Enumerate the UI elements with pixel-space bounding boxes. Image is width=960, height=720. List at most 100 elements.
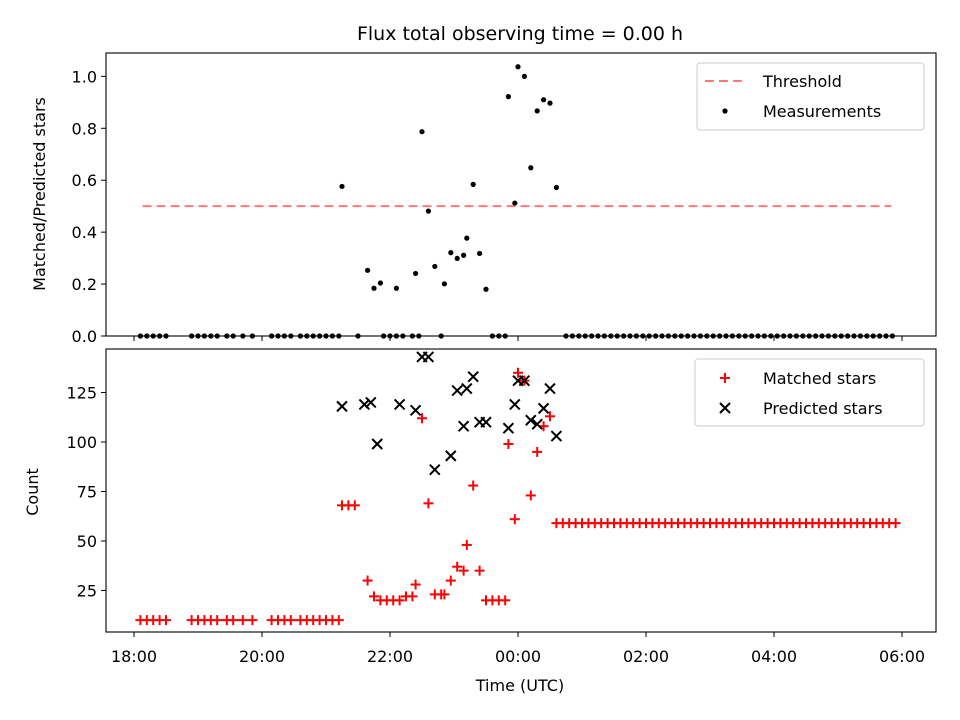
x-tick-label: 22:00 (367, 647, 413, 666)
measurement-point (697, 333, 704, 339)
matched-star-point (445, 575, 456, 586)
measurement-point (249, 333, 255, 339)
legend-measurements-label: Measurements (763, 102, 881, 121)
measurement-point (710, 333, 716, 339)
panel-count: 25 50 75 100 125 18:00 20:00 22:00 00:00 02:00 04… (23, 348, 937, 695)
panel-count-legend-box (694, 358, 925, 427)
measurement-point (336, 333, 342, 339)
matched-star-point (461, 539, 472, 550)
measurement-point (323, 333, 329, 339)
legend-predicted-label: Predicted stars (763, 399, 883, 418)
measurement-point (144, 333, 150, 339)
panel-count-x-axis: 18:00 20:00 22:00 00:00 02:00 04:00 06:00 (111, 632, 925, 666)
measurement-point (646, 333, 652, 339)
measurement-point (377, 280, 383, 286)
measurement-point (717, 333, 723, 339)
measurement-point (838, 333, 844, 339)
x-tick-label: 18:00 (111, 647, 157, 666)
predicted-star-point (429, 464, 441, 476)
measurement-point (137, 333, 143, 339)
legend-x-marker (719, 402, 731, 414)
predicted-star-point (537, 402, 550, 415)
measurement-point (755, 333, 761, 339)
x-axis-label: Time (UTC) (475, 676, 564, 695)
measurement-point (240, 333, 246, 339)
measurement-point (614, 333, 620, 339)
measurement-point (409, 333, 415, 339)
measurement-point (534, 108, 540, 114)
panel-ratio-legend-box (696, 62, 925, 131)
measurement-point (761, 333, 768, 339)
measurement-point (851, 333, 857, 339)
x-tick-label: 20:00 (239, 647, 285, 666)
matched-stars-series (135, 367, 901, 626)
measurement-point (464, 235, 470, 241)
measurement-point (448, 250, 454, 256)
measurement-point (685, 333, 691, 339)
y-tick-label: 0.2 (72, 275, 97, 294)
panel-count-y-axis: 25 50 75 100 125 (66, 384, 106, 600)
predicted-star-point (393, 398, 406, 411)
measurement-point (288, 333, 294, 339)
measurement-point (275, 333, 281, 339)
measurement-point (563, 333, 569, 339)
y-tick-label: 125 (66, 384, 97, 403)
predicted-star-point (365, 396, 377, 409)
predicted-star-point (480, 416, 492, 428)
panel-count-legend: Matched stars Predicted stars (694, 358, 925, 427)
matched-star-point (394, 595, 405, 606)
measurement-point (691, 333, 697, 339)
measurement-point (371, 285, 377, 291)
measurement-point (889, 333, 896, 339)
measurement-point (230, 333, 236, 339)
panel-ratio-y-axis: 0.0 0.2 0.4 0.6 0.8 1.0 (72, 67, 106, 346)
y-tick-label: 0.0 (72, 327, 97, 346)
measurement-point (483, 286, 489, 292)
measurement-point (653, 333, 659, 339)
measurement-point (432, 263, 438, 270)
measurement-point (505, 94, 511, 100)
measurement-point (393, 285, 399, 291)
measurement-point (521, 73, 528, 79)
measurement-point (387, 333, 393, 339)
measurement-point (461, 252, 467, 258)
x-tick-label: 00:00 (495, 647, 541, 666)
predicted-star-point (509, 398, 521, 411)
predicted-star-point (544, 382, 556, 395)
measurement-point (768, 333, 774, 339)
panel-ratio-x-ticks (133, 336, 903, 341)
measurement-point (672, 333, 678, 339)
predicted-star-point (409, 404, 422, 417)
predicted-star-point (422, 351, 435, 363)
panel-ratio-legend: Threshold Measurements (696, 62, 925, 131)
measurement-point (553, 184, 560, 191)
legend-plus-marker (720, 373, 730, 383)
matched-star-point (237, 615, 248, 626)
legend-matched-swatch (720, 373, 730, 383)
y-tick-label: 0.6 (72, 171, 97, 190)
y-tick-label: 75 (77, 482, 97, 501)
measurement-point (310, 333, 316, 339)
measurement-point (870, 333, 876, 339)
measurement-point (774, 333, 780, 339)
matched-star-point (212, 615, 223, 626)
matched-star-point (545, 411, 555, 422)
predicted-star-point (467, 370, 479, 383)
predicted-star-point (371, 438, 383, 450)
measurement-point (489, 333, 495, 339)
measurement-point (512, 200, 518, 206)
measurement-point (297, 333, 303, 339)
measurement-point (633, 333, 640, 339)
measurement-point (576, 333, 582, 339)
measurement-point (441, 281, 447, 287)
matched-star-point (417, 413, 427, 424)
measurement-point (416, 333, 422, 339)
chart-title: Flux total observing time = 0.00 h (357, 23, 683, 45)
y-tick-label: 1.0 (72, 67, 97, 86)
measurement-point (496, 333, 502, 339)
measurement-point (806, 333, 812, 339)
panel-count-y-axis-label: Count (23, 468, 42, 516)
predicted-star-point (358, 398, 371, 411)
measurement-point (157, 333, 163, 339)
